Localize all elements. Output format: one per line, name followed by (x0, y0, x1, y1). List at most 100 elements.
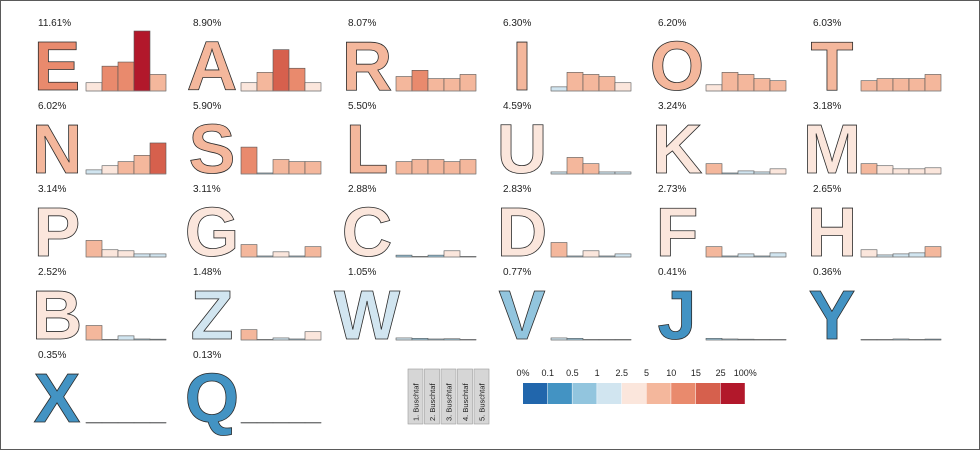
position-legend-label-3: 3. Buschtaf (445, 383, 454, 421)
percent-label-i: 6.30% (503, 18, 531, 29)
bar-i-pos3 (582, 74, 600, 92)
color-scale-swatch-1 (523, 383, 548, 404)
letter-glyph-d: D (497, 193, 548, 271)
bar-c-pos4 (443, 250, 461, 258)
letter-glyph-n: N (32, 110, 83, 188)
bar-p-pos5 (149, 253, 167, 258)
letter-group-v: 0.77%V (498, 267, 632, 354)
position-legend-box-1 (407, 368, 424, 425)
color-scale-swatch-3 (572, 383, 597, 404)
bar-e-pos1 (85, 82, 103, 92)
color-scale-swatch-4 (597, 383, 622, 404)
percent-label-u: 4.59% (503, 101, 531, 112)
percent-label-b: 2.52% (38, 267, 66, 278)
color-scale-swatch-7 (671, 383, 696, 404)
letter-group-y: 0.36%Y (808, 267, 942, 354)
letter-group-t: 6.03%T (810, 18, 942, 105)
bar-r-pos1 (395, 76, 413, 92)
position-legend-label-1: 1. Buschtaf (412, 383, 421, 421)
letter-group-p: 3.14%P (33, 184, 167, 271)
percent-label-z: 1.48% (193, 267, 221, 278)
percent-label-j: 0.41% (658, 267, 686, 278)
bar-t-pos5 (924, 74, 942, 92)
bar-t-pos4 (908, 78, 926, 92)
bar-f-pos5 (769, 252, 787, 258)
bar-s-pos5 (304, 161, 322, 175)
letter-group-l: 5.50%L (345, 101, 477, 188)
letter-group-c: 2.88%C (341, 184, 477, 271)
bar-k-pos3 (737, 170, 755, 175)
color-scale-label-3: 0.5 (566, 368, 579, 378)
bar-t-pos3 (892, 78, 910, 92)
color-scale-label-6: 5 (644, 368, 649, 378)
bar-g-pos5 (304, 246, 322, 258)
percent-label-c: 2.88% (348, 184, 376, 195)
letter-group-i: 6.30%I (503, 18, 632, 105)
percent-label-g: 3.11% (193, 184, 221, 195)
bar-b-pos1 (85, 325, 103, 341)
bar-e-pos2 (101, 65, 119, 92)
color-scale-swatch-8 (695, 383, 721, 404)
bar-m-pos4 (908, 168, 926, 175)
bar-d-pos3 (582, 250, 600, 258)
percent-label-r: 8.07% (348, 18, 376, 29)
bar-i-pos5 (614, 82, 632, 92)
letter-group-h: 2.65%H (806, 184, 942, 271)
percent-label-y: 0.36% (813, 267, 841, 278)
bar-d-pos5 (614, 253, 632, 258)
letter-glyph-a: A (187, 27, 238, 105)
bar-u-pos2 (566, 157, 584, 175)
bar-s-pos3 (272, 159, 290, 175)
letter-group-a: 8.90%A (186, 18, 322, 105)
bar-r-pos2 (411, 70, 429, 92)
color-scale-swatch-9 (720, 383, 745, 404)
bar-p-pos3 (117, 250, 135, 258)
position-legend-box-3 (440, 368, 457, 425)
letter-glyph-h: H (807, 193, 858, 271)
bar-n-pos1 (85, 169, 103, 175)
bar-a-pos3 (272, 49, 290, 92)
bar-o-pos4 (753, 78, 771, 92)
bar-f-pos3 (737, 253, 755, 258)
percent-label-h: 2.65% (813, 184, 841, 195)
letter-group-e: 11.61%E (33, 18, 167, 105)
position-legend: 1. Buschtaf 2. Buschtaf 3. Buschtaf 4. Busc… (407, 368, 490, 425)
percent-label-t: 6.03% (813, 18, 841, 29)
percent-label-s: 5.90% (193, 101, 221, 112)
bar-a-pos2 (256, 72, 274, 92)
bar-r-pos5 (459, 74, 477, 92)
letter-glyph-e: E (34, 27, 81, 105)
position-legend-box-4 (457, 368, 473, 425)
bar-n-pos3 (117, 161, 135, 175)
percent-label-n: 6.02% (38, 101, 66, 112)
letter-group-z: 1.48%Z (190, 267, 322, 354)
bar-p-pos2 (101, 249, 119, 258)
bar-m-pos5 (924, 167, 942, 175)
letter-glyph-m: M (803, 110, 861, 188)
color-scale-label-9: 25 (716, 368, 726, 378)
percent-label-x: 0.35% (38, 350, 66, 361)
bar-e-pos4 (133, 30, 151, 92)
bar-r-pos4 (443, 78, 461, 92)
letter-glyph-r: R (342, 27, 393, 105)
letter-group-m: 3.18%M (802, 101, 942, 188)
letter-glyph-j: J (658, 276, 697, 354)
letter-glyph-t: T (811, 27, 854, 105)
bar-n-pos2 (101, 165, 119, 175)
color-scale-label-2: 0.1 (541, 368, 554, 378)
bar-m-pos1 (860, 163, 878, 175)
percent-label-m: 3.18% (813, 101, 841, 112)
bar-m-pos3 (892, 168, 910, 175)
bar-h-pos1 (860, 249, 878, 258)
color-scale-label-1: 0% (516, 368, 529, 378)
bar-i-pos4 (598, 76, 616, 92)
color-scale-swatch-6 (646, 383, 671, 404)
bar-k-pos1 (705, 163, 723, 175)
letter-glyph-i: I (512, 27, 531, 105)
bar-t-pos1 (860, 80, 878, 92)
percent-label-f: 2.73% (658, 184, 686, 195)
bar-e-pos5 (149, 74, 167, 92)
percent-label-l: 5.50% (348, 101, 376, 112)
color-scale-label-10: 100% (734, 368, 757, 378)
